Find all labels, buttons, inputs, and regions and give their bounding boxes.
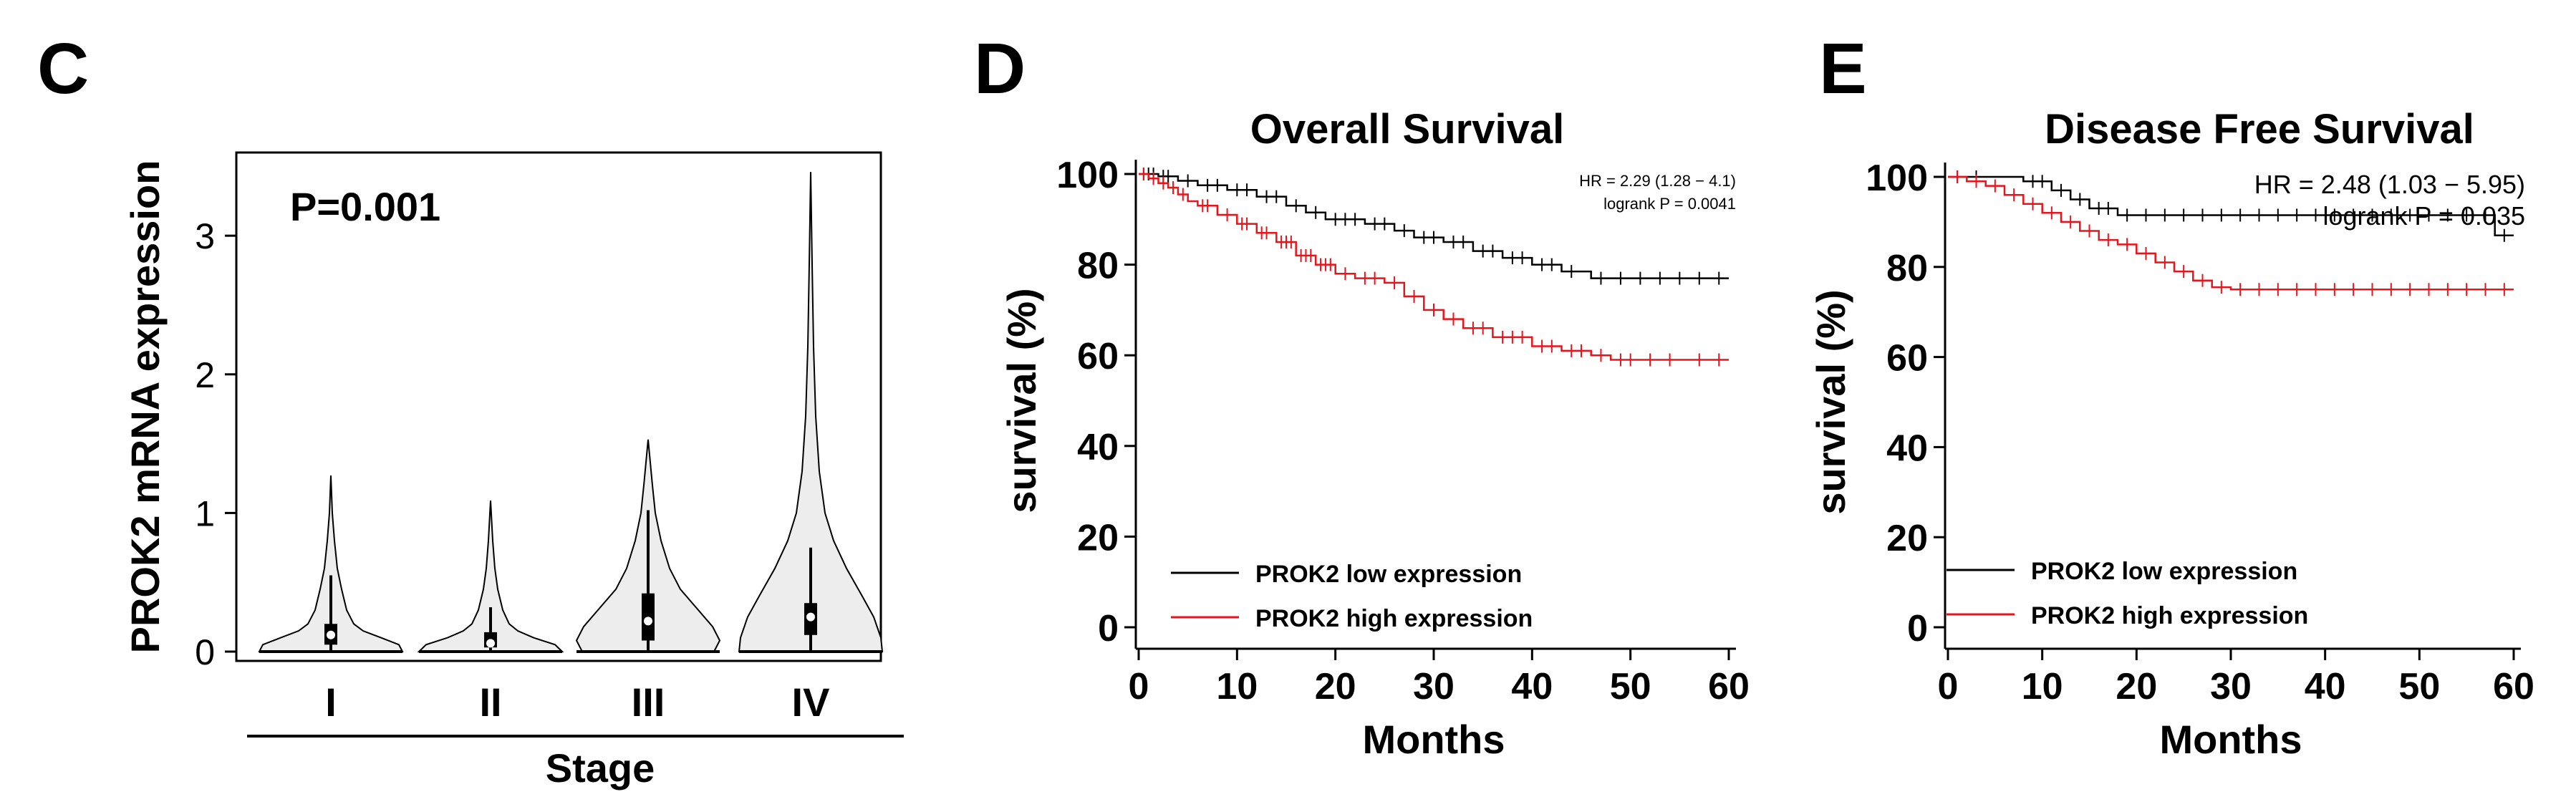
chart-title-d: Overall Survival [1250, 106, 1564, 153]
hazard-ratio-text: HR = 2.29 (1.28 − 4.1) [1579, 172, 1736, 190]
y-tick-label: 0 [1907, 608, 1928, 649]
x-tick-label: 10 [2022, 666, 2063, 707]
panel-letter-c: C [37, 29, 89, 109]
violin-IV [738, 172, 884, 652]
x-tick-label: 40 [1511, 666, 1553, 707]
hazard-ratio-text: HR = 2.48 (1.03 − 5.95) [2254, 170, 2525, 199]
x-axis-label: Months [1362, 717, 1505, 762]
x-tick-label: 50 [1610, 666, 1651, 707]
violin-I [258, 475, 404, 652]
x-tick-label: 10 [1216, 666, 1258, 707]
y-tick-label: 60 [1077, 336, 1119, 377]
legend-label-low: PROK2 low expression [2031, 558, 2297, 585]
x-tick-label: 0 [1129, 666, 1149, 707]
y-axis-label: survival (%) [999, 288, 1044, 513]
y-tick-label: 80 [1886, 248, 1928, 289]
violins [258, 172, 884, 653]
y-axis-c: 0 1 2 3 [195, 216, 236, 672]
y-tick-label-c: 1 [195, 493, 215, 533]
x-tick-label-IV: IV [792, 680, 830, 725]
y-tick-label: 40 [1077, 427, 1119, 468]
x-tick-label-I: I [325, 680, 337, 725]
y-tick-label: 80 [1077, 246, 1119, 287]
y-tick-label: 60 [1886, 338, 1928, 380]
logrank-p-text: logrank P = 0.0041 [1603, 195, 1736, 213]
y-axis-label-c: PROK2 mRNA expression [122, 160, 168, 654]
x-tick-label: 30 [2210, 666, 2252, 707]
legend-label-high: PROK2 high expression [1255, 605, 1533, 632]
violin-II [417, 500, 564, 652]
logrank-p-text: logrank P = 0.035 [2322, 201, 2525, 231]
median-dot-II [486, 639, 495, 648]
y-tick-label-c: 2 [195, 355, 215, 395]
y-tick-label: 0 [1098, 608, 1119, 649]
median-dot-III [644, 617, 652, 626]
y-tick-label: 20 [1886, 518, 1928, 559]
median-dot-I [327, 630, 335, 639]
y-tick-label: 100 [1866, 158, 1928, 199]
y-tick-label: 20 [1077, 517, 1119, 559]
x-tick-label: 20 [2116, 666, 2157, 707]
legend-label-low: PROK2 low expression [1255, 561, 1522, 588]
panel-d-overall-survival: D Overall Survival 0 20 40 60 80 100 0 10 20 30 40… [974, 29, 1750, 762]
x-axis-label-c: Stage [546, 745, 655, 791]
panel-letter-e: E [1819, 29, 1867, 109]
x-tick-label: 40 [2305, 666, 2346, 707]
survival-curve-low [1139, 173, 1729, 279]
x-tick-label: 60 [1708, 666, 1750, 707]
y-tick-label-c: 3 [195, 216, 215, 256]
y-tick-label: 100 [1056, 155, 1119, 196]
chart-title-e: Disease Free Survival [2045, 106, 2474, 153]
panel-e-disease-free-survival: E Disease Free Survival 0 20 40 60 80 100 0 10 2… [1808, 29, 2534, 762]
survival-curve-high [1948, 175, 2514, 291]
x-axis-c: I II III IV [325, 680, 829, 725]
y-tick-label: 40 [1886, 427, 1928, 469]
x-tick-label: 60 [2493, 666, 2534, 707]
x-tick-label: 50 [2398, 666, 2440, 707]
x-tick-label: 0 [1938, 666, 1959, 707]
y-tick-label-c: 0 [195, 632, 215, 672]
p-value-annotation: P=0.001 [290, 184, 440, 229]
x-tick-label: 30 [1413, 666, 1455, 707]
x-tick-label-III: III [632, 680, 665, 725]
panel-letter-d: D [974, 29, 1026, 109]
median-dot-IV [806, 612, 815, 622]
x-tick-label: 20 [1315, 666, 1356, 707]
legend-label-high: PROK2 high expression [2031, 602, 2308, 629]
x-axis-label: Months [2159, 717, 2302, 762]
y-axis-label: survival (%) [1808, 289, 1853, 514]
x-tick-label-II: II [479, 680, 501, 725]
